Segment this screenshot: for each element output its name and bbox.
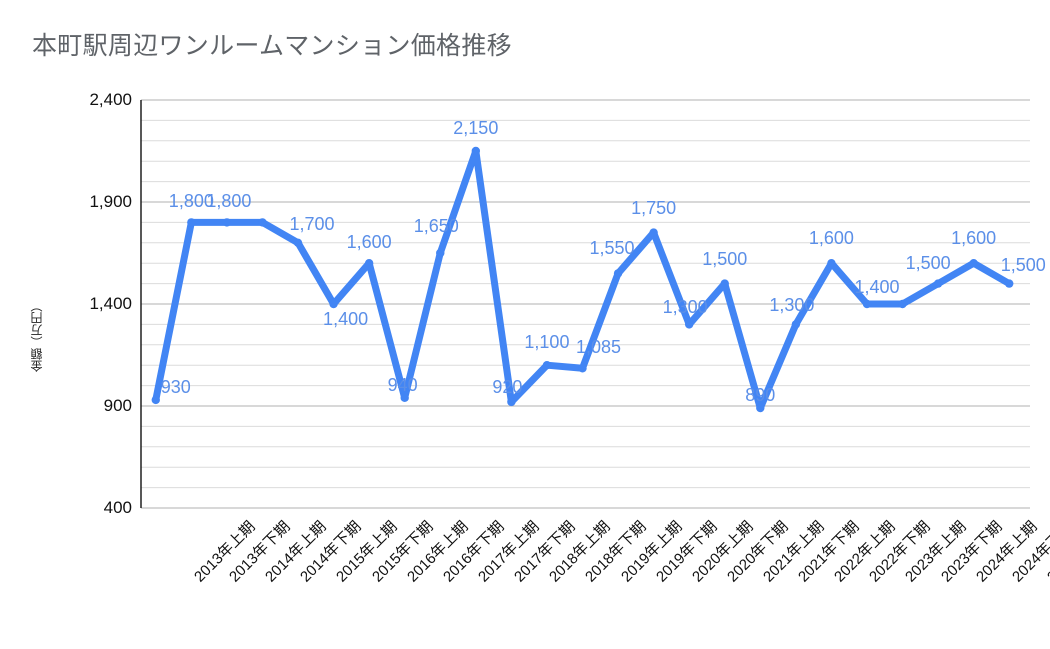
data-point-label: 920 [492, 376, 523, 397]
data-point-marker[interactable] [400, 393, 409, 403]
data-point-marker[interactable] [898, 299, 907, 309]
data-point-label: 2,150 [453, 118, 499, 138]
data-point-marker[interactable] [862, 299, 872, 309]
data-point-label: 1,550 [589, 238, 635, 259]
data-point-label: 1,400 [854, 277, 900, 297]
data-point-marker[interactable] [578, 364, 587, 373]
data-point-marker[interactable] [1005, 279, 1014, 288]
data-point-marker[interactable] [258, 218, 267, 227]
y-tick-label: 1,400 [89, 294, 132, 313]
y-axis-tick-labels: 400 900 1,400 1,900 2,400 [62, 0, 132, 649]
data-point-label: 1,500 [905, 252, 951, 273]
data-point-label: 1,600 [346, 232, 392, 253]
data-point-label: 1,085 [575, 337, 622, 358]
data-point-label: 1,650 [413, 216, 459, 236]
data-point-marker[interactable] [364, 259, 374, 268]
y-tick-label: 2,400 [89, 90, 132, 109]
gridlines [141, 99, 1030, 509]
data-point-marker[interactable] [827, 259, 836, 268]
data-point-marker[interactable] [933, 279, 943, 288]
y-tick-label: 900 [103, 396, 132, 415]
y-tick-label: 400 [103, 498, 132, 517]
data-point-label: 1,750 [631, 197, 677, 218]
y-tick-label: 1,900 [89, 192, 132, 211]
data-point-label: 1,800 [168, 191, 214, 212]
data-point-marker[interactable] [791, 320, 801, 329]
data-point-label: 1,600 [951, 228, 997, 249]
data-point-marker[interactable] [471, 146, 481, 156]
data-point-marker[interactable] [436, 248, 445, 258]
data-point-label: 890 [745, 385, 776, 406]
series-markers [151, 146, 1014, 413]
data-point-label: 940 [387, 374, 418, 395]
data-point-marker[interactable] [151, 395, 160, 405]
data-point-marker[interactable] [542, 361, 552, 370]
data-point-label: 1,300 [769, 295, 815, 316]
data-point-label: 1,500 [702, 248, 748, 269]
data-point-marker[interactable] [507, 397, 516, 407]
chart-title: 本町駅周辺ワンルームマンション価格推移 [32, 32, 512, 60]
data-point-label: 1,300 [662, 297, 708, 318]
data-point-marker[interactable] [756, 403, 765, 413]
data-point-marker[interactable] [684, 320, 694, 329]
data-point-label: 1,700 [289, 213, 335, 234]
data-point-marker[interactable] [613, 269, 623, 278]
data-point-label: 1,400 [323, 309, 369, 329]
data-point-label: 1,600 [808, 228, 854, 249]
data-point-marker[interactable] [222, 218, 232, 227]
data-point-marker[interactable] [649, 228, 658, 237]
data-point-marker[interactable] [720, 279, 729, 288]
data-point-label: 1,500 [1000, 254, 1046, 275]
data-point-marker[interactable] [969, 259, 978, 268]
data-point-label: 1,100 [524, 332, 570, 353]
data-point-label: 930 [160, 376, 191, 397]
data-point-marker[interactable] [187, 218, 196, 227]
data-point-marker[interactable] [293, 238, 303, 247]
data-point-label: 1,800 [206, 191, 252, 212]
data-point-marker[interactable] [329, 299, 338, 309]
